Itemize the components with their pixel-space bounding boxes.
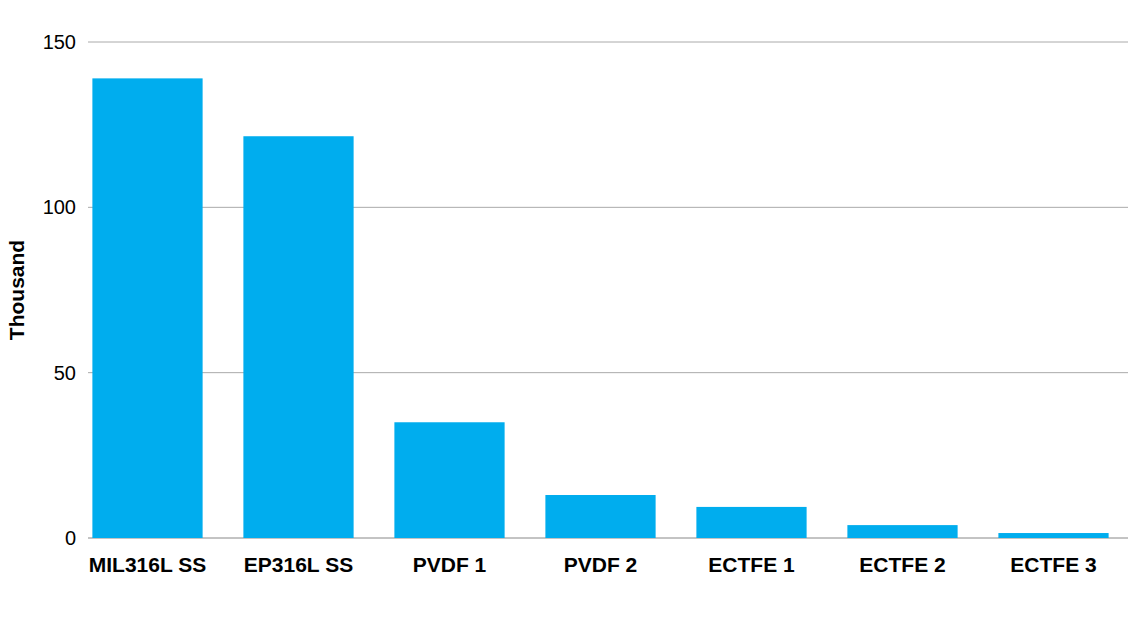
x-tick-label: ECTFE 3 bbox=[1010, 553, 1096, 576]
x-tick-label: ECTFE 1 bbox=[708, 553, 795, 576]
bars bbox=[92, 78, 1108, 538]
y-axis-label: Thousand bbox=[5, 240, 28, 340]
x-tick-label: MIL316L SS bbox=[89, 553, 207, 576]
bar bbox=[394, 422, 504, 538]
bar bbox=[92, 78, 202, 538]
grid-line bbox=[88, 42, 1128, 43]
y-tick-label: 150 bbox=[43, 31, 76, 53]
bar bbox=[998, 533, 1108, 538]
x-tick-label: EP316L SS bbox=[244, 553, 353, 576]
y-tick-label: 100 bbox=[43, 196, 76, 218]
chart-container: 0 50 100 150 MIL316L SS EP316L SS PVDF 1 PVDF 2… bbox=[0, 0, 1146, 625]
x-tick-label: ECTFE 2 bbox=[859, 553, 945, 576]
y-tick-label: 50 bbox=[54, 362, 76, 384]
bar bbox=[545, 495, 655, 538]
x-tick-label: PVDF 1 bbox=[413, 553, 487, 576]
bar bbox=[696, 507, 806, 538]
grid bbox=[88, 42, 1128, 538]
bar bbox=[243, 136, 353, 538]
y-tick-label: 0 bbox=[65, 527, 76, 549]
x-tick-label: PVDF 2 bbox=[564, 553, 638, 576]
chart-svg: 0 50 100 150 MIL316L SS EP316L SS PVDF 1 PVDF 2… bbox=[0, 0, 1146, 625]
bar bbox=[847, 525, 957, 538]
